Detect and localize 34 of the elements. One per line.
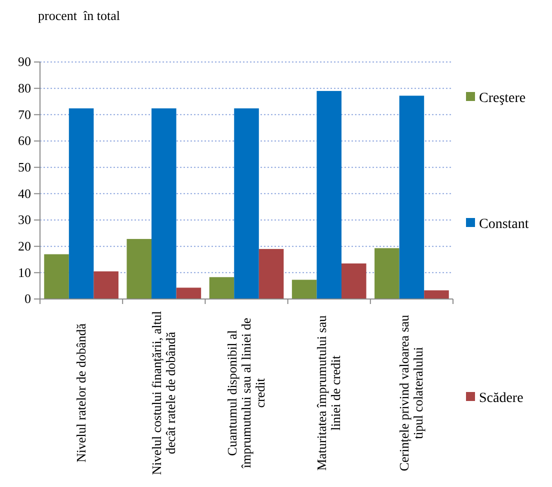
y-tick-label: 70 — [18, 106, 31, 122]
x-tick-label: Cerințele privind valoarea sau tipul colateralului — [396, 314, 426, 472]
y-axis-title: procent în total — [38, 8, 120, 23]
y-tick-label: 20 — [18, 238, 31, 254]
x-tick-label: Cuantumul disponibil al împrumutului sau al liniei de credit — [224, 318, 268, 470]
bar — [374, 248, 400, 299]
y-tick-label: 40 — [18, 186, 31, 201]
bar — [126, 238, 152, 299]
bar — [68, 108, 94, 299]
y-tick-label: 0 — [24, 291, 31, 306]
bar — [176, 288, 202, 299]
legend-label: Scădere — [479, 391, 524, 406]
legend-label: Constant — [479, 217, 529, 232]
bar — [316, 90, 342, 299]
y-tick-label: 90 — [18, 54, 31, 70]
bar — [44, 254, 69, 299]
x-tick-label: Maturitatea împrumutului sau liniei de credit — [314, 314, 344, 471]
bar — [94, 271, 118, 299]
bar — [341, 263, 366, 299]
bar — [292, 280, 317, 299]
y-tick-label: 80 — [18, 80, 31, 96]
bar — [209, 277, 234, 299]
x-tick-label: Nivelul ratelor de dobândă — [73, 323, 88, 462]
bar — [152, 108, 176, 299]
y-tick-label: 10 — [18, 264, 31, 280]
y-tick-label: 60 — [18, 133, 31, 148]
bar — [424, 290, 449, 299]
x-tick-label: Nivelul costului finanțării, altul decât ratele de dobândă — [148, 310, 178, 475]
y-tick-label: 30 — [18, 212, 31, 228]
legend-label: Creştere — [479, 91, 526, 106]
bar — [234, 108, 259, 299]
bar — [399, 96, 424, 299]
y-tick-label: 50 — [18, 159, 31, 174]
bar — [258, 248, 284, 299]
